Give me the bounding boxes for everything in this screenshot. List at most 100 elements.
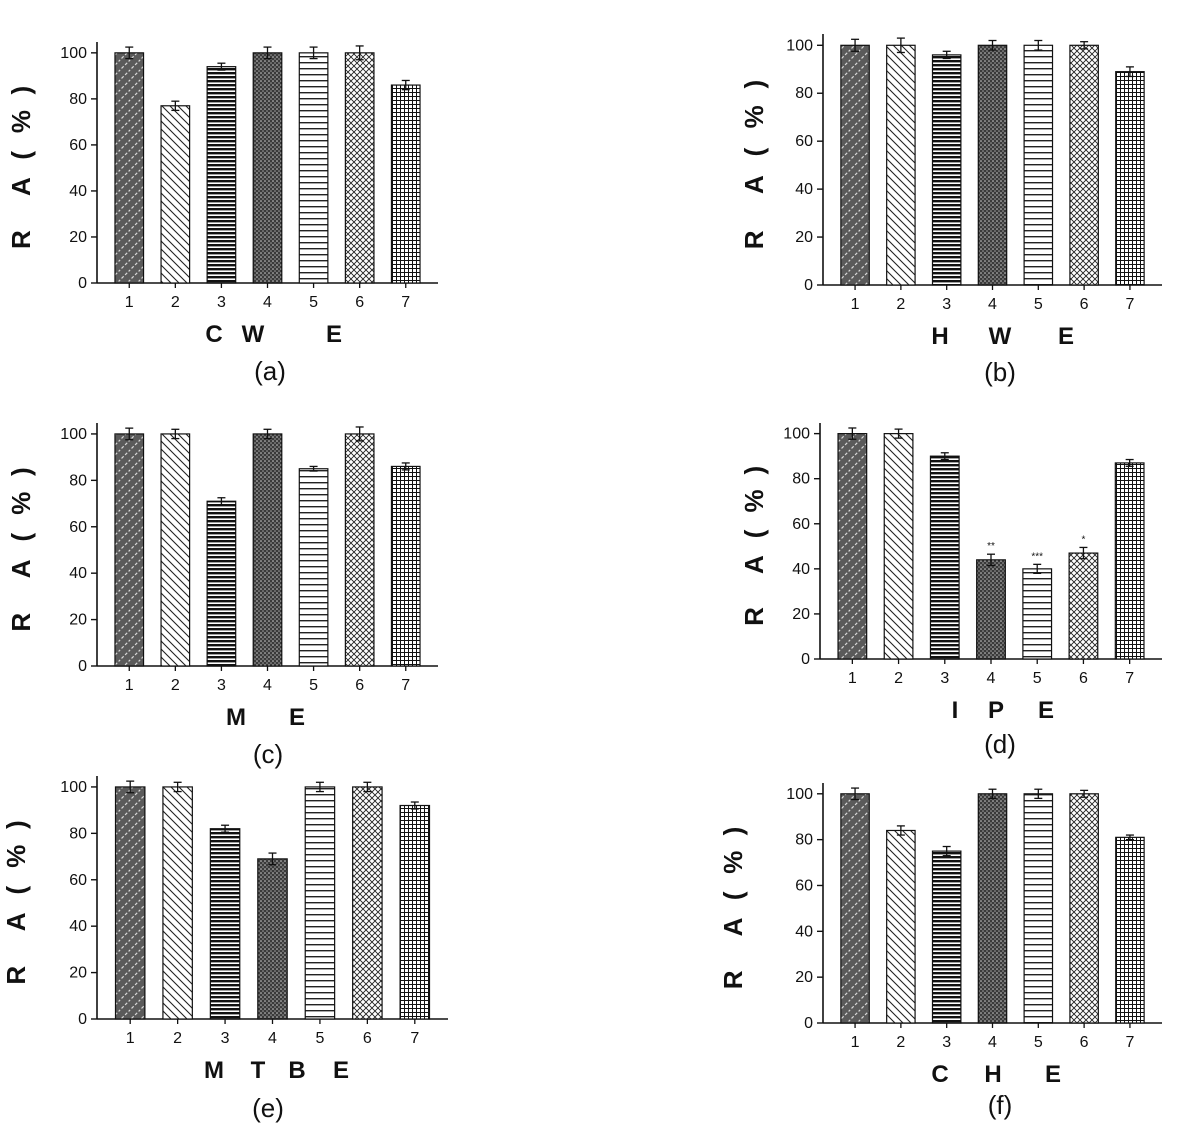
bar <box>931 54 962 286</box>
y-tick-label: 20 <box>69 965 87 982</box>
y-tick-label: 0 <box>78 658 87 675</box>
y-axis-label-part: ( <box>6 533 36 542</box>
y-axis-label-part: ( <box>739 529 769 538</box>
y-tick-label: 0 <box>804 277 813 294</box>
y-axis-label-part: A <box>6 559 36 578</box>
bar <box>1115 836 1145 1024</box>
bar <box>1069 793 1099 1024</box>
panel-caption: (d) <box>984 729 1016 759</box>
bar <box>1115 71 1145 286</box>
y-tick-label: 80 <box>69 472 87 489</box>
bar <box>206 500 237 667</box>
bar <box>390 465 421 667</box>
x-tick-label: 2 <box>171 677 180 694</box>
bar <box>252 52 283 284</box>
x-axis-label-part: E <box>1058 323 1074 350</box>
bar <box>114 52 145 284</box>
y-axis-label-part: % <box>1 845 31 868</box>
x-tick-label: 4 <box>268 1030 277 1047</box>
x-axis-label-part: E <box>1045 1061 1061 1088</box>
bar <box>1069 44 1099 286</box>
bar <box>206 66 237 284</box>
y-axis-label-part: % <box>739 105 769 128</box>
y-tick-label: 100 <box>60 45 87 62</box>
panel-caption: (f) <box>988 1090 1013 1120</box>
y-tick-label: 40 <box>69 183 87 200</box>
x-axis-label-part: W <box>242 321 265 348</box>
y-tick-label: 60 <box>795 133 813 150</box>
bar <box>1023 793 1054 1024</box>
panel-caption: (a) <box>254 356 286 386</box>
y-axis-label-part: ( <box>718 891 748 900</box>
bar <box>162 786 193 1020</box>
bar <box>252 433 283 667</box>
x-tick-label: 7 <box>1125 296 1134 313</box>
x-tick-label: 4 <box>988 296 997 313</box>
x-tick-label: 1 <box>125 294 134 311</box>
x-tick-label: 4 <box>263 677 272 694</box>
bar <box>114 433 145 667</box>
x-axis-label-part: C <box>931 1061 948 1088</box>
x-tick-label: 1 <box>851 296 860 313</box>
y-tick-label: 100 <box>786 37 813 54</box>
x-tick-label: 5 <box>1034 296 1043 313</box>
bar <box>390 84 421 284</box>
y-tick-label: 60 <box>69 519 87 536</box>
y-tick-label: 0 <box>78 275 87 292</box>
x-tick-label: 3 <box>217 677 226 694</box>
x-tick-label: 3 <box>217 294 226 311</box>
y-tick-label: 60 <box>792 516 810 533</box>
y-axis-label-part: ) <box>739 80 769 89</box>
x-tick-label: 6 <box>355 294 364 311</box>
y-axis-label-part: A <box>739 555 769 574</box>
y-tick-label: 40 <box>69 565 87 582</box>
x-tick-label: 7 <box>1125 1034 1134 1051</box>
x-tick-label: 7 <box>401 677 410 694</box>
bar <box>114 786 146 1020</box>
chart-panel: 0 20 40 60 80 100 1 2 3 4 5 6 7 R A (%) M E(c) <box>6 423 438 769</box>
x-tick-label: 3 <box>221 1030 230 1047</box>
y-tick-label: 40 <box>795 923 813 940</box>
bar <box>976 559 1006 660</box>
y-tick-label: 80 <box>792 471 810 488</box>
y-axis-label-part: R <box>6 230 36 249</box>
y-tick-label: 80 <box>69 825 87 842</box>
x-tick-label: 5 <box>309 294 318 311</box>
bar <box>886 829 916 1024</box>
x-axis-label-part: M <box>204 1057 224 1084</box>
x-tick-label: 1 <box>126 1030 135 1047</box>
x-axis-label-part: E <box>333 1057 349 1084</box>
bar <box>977 793 1008 1024</box>
y-tick-label: 0 <box>801 651 810 668</box>
x-tick-label: 4 <box>987 670 996 687</box>
y-axis-label-part: R <box>6 613 36 632</box>
y-tick-label: 20 <box>795 969 813 986</box>
x-axis-label-part: E <box>326 321 342 348</box>
x-axis-label-part: P <box>988 697 1004 724</box>
x-axis-label-part: C <box>205 321 222 348</box>
x-tick-label: 2 <box>894 670 903 687</box>
chart-panel: 0 20 40 60 80 100 1 2 3 4 5 6 7 R A (%) C W E (a) <box>6 42 438 386</box>
y-tick-label: 20 <box>69 229 87 246</box>
panel-caption: (e) <box>252 1093 284 1123</box>
y-tick-label: 20 <box>795 229 813 246</box>
y-tick-label: 20 <box>792 606 810 623</box>
y-axis-label-part: ) <box>1 820 31 829</box>
y-tick-label: 20 <box>69 612 87 629</box>
x-tick-label: 6 <box>1080 296 1089 313</box>
bar <box>304 786 336 1020</box>
bar <box>160 433 191 667</box>
x-axis-label-part: T <box>251 1057 266 1084</box>
bar <box>1022 568 1053 660</box>
x-tick-label: 5 <box>315 1030 324 1047</box>
y-tick-label: 60 <box>795 877 813 894</box>
chart-panel: 0 20 40 60 80 100 1 2 3 4 5 6 7 R A (%) M T B E (e) <box>1 776 448 1123</box>
x-axis-label-part: H <box>931 323 948 350</box>
x-axis-label-part: B <box>288 1057 305 1084</box>
x-tick-label: 2 <box>171 294 180 311</box>
bar <box>886 44 916 286</box>
x-tick-label: 6 <box>363 1030 372 1047</box>
y-axis-label-part: ( <box>739 147 769 156</box>
y-axis-label-part: % <box>718 851 748 874</box>
